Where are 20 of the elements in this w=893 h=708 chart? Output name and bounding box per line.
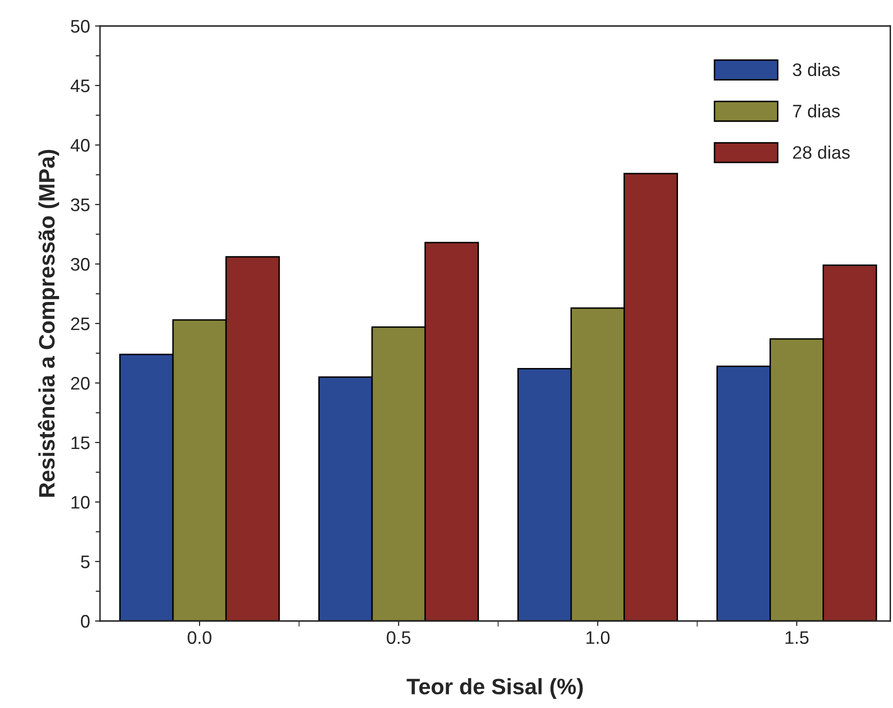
y-axis-title: Resistência a Compressão (MPa)	[38, 150, 60, 497]
legend-label: 28 dias	[793, 146, 850, 159]
x-tick-label: 0.0	[188, 631, 212, 644]
y-tick-label: 40	[70, 138, 90, 152]
y-tick-label: 30	[70, 258, 90, 271]
x-tick-label: 1.5	[786, 631, 809, 644]
legend-label: 3 dias	[792, 62, 840, 76]
y-tick-label: 25	[71, 317, 90, 330]
x-tick-label: 1.0	[586, 631, 610, 644]
x-axis-title: Teor de Sisal (%)	[406, 678, 583, 699]
y-tick-label: 20	[71, 376, 90, 390]
y-tick-label: 35	[70, 198, 90, 212]
legend-label: 7 dias	[793, 104, 840, 118]
y-tick-label: 5	[80, 556, 90, 568]
x-tick-label: 0.5	[386, 631, 410, 644]
y-tick-label: 15	[72, 436, 90, 450]
y-tick-label: 50	[70, 20, 90, 33]
y-tick-label: 0	[80, 614, 90, 628]
y-tick-label: 45	[70, 80, 90, 92]
y-tick-label: 10	[72, 496, 90, 509]
